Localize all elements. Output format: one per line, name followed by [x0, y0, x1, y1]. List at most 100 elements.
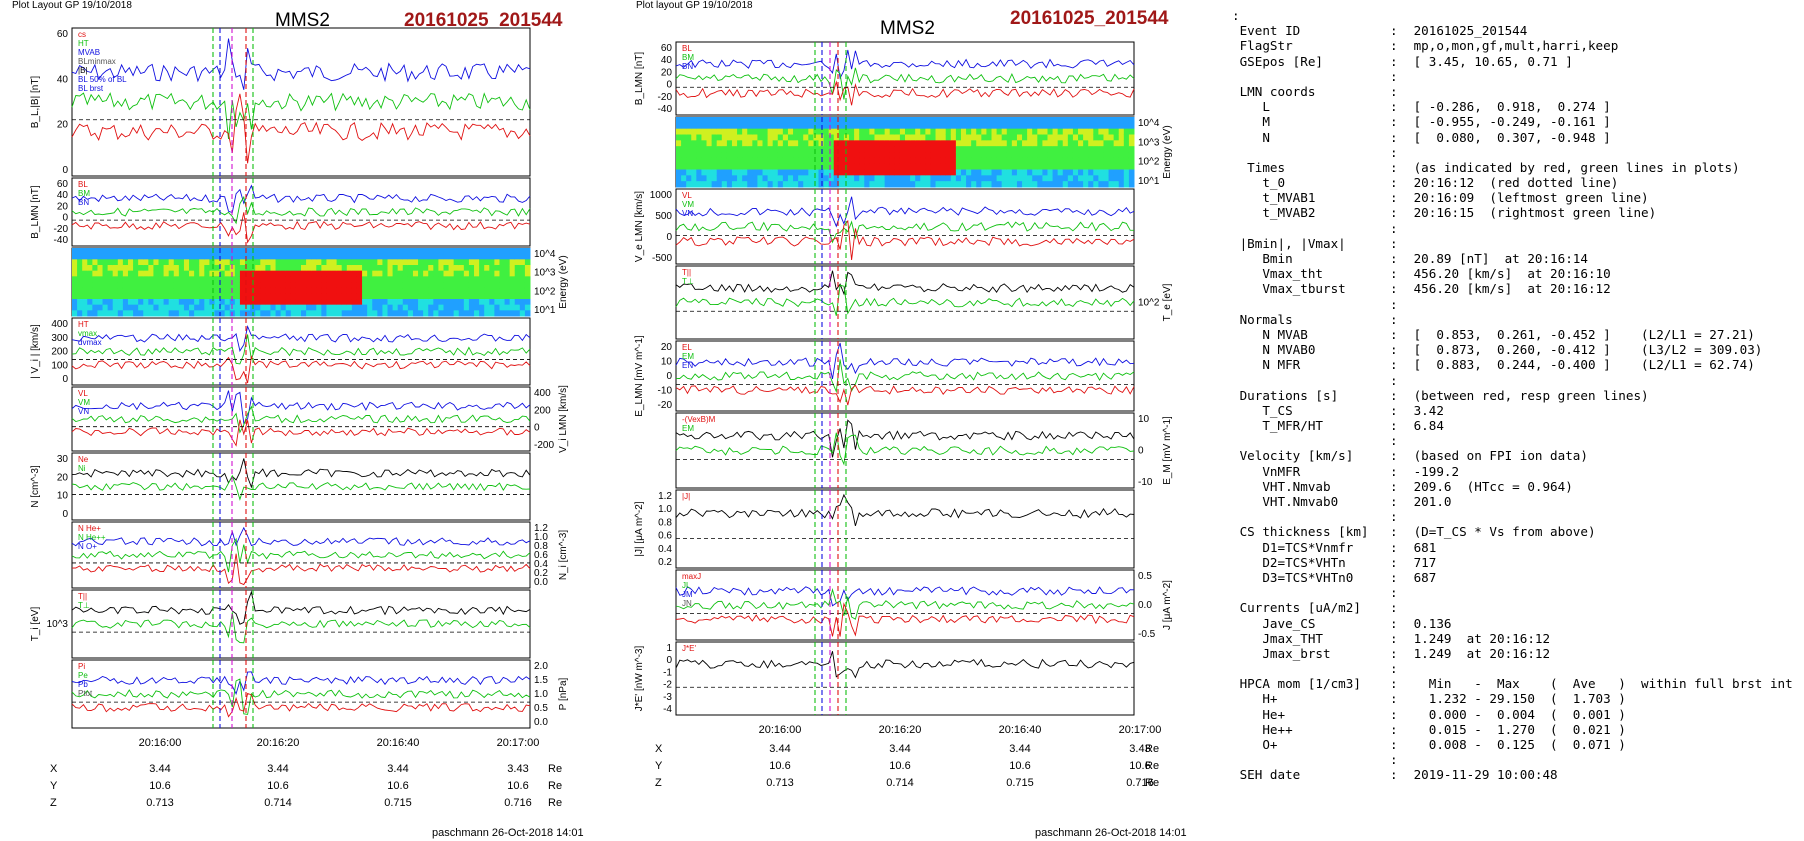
spectrogram-cell — [331, 270, 338, 277]
spectrogram-cell — [1088, 146, 1094, 153]
spectrogram-cell — [82, 270, 88, 277]
spectrogram-cell — [280, 253, 287, 260]
spectrogram-cell — [509, 259, 516, 266]
spectrogram-cell — [803, 181, 809, 188]
spectrogram-cell — [189, 293, 195, 300]
spectrogram-cell — [295, 310, 302, 317]
spectrogram-cell — [509, 293, 516, 300]
spectrogram-cell — [1098, 181, 1104, 188]
spectrogram-cell — [899, 157, 906, 165]
spectrogram-cell — [479, 270, 485, 277]
spectrogram-cell — [270, 287, 277, 294]
spectrogram-cell — [387, 282, 394, 289]
spectrogram-cell — [280, 304, 287, 311]
summary-row: N MFR: [ 0.883, 0.244, -0.400 ] (L2/L1 =… — [1232, 357, 1755, 373]
spectrogram-cell — [250, 259, 256, 266]
spectrogram-cell — [362, 248, 368, 255]
spectrogram-cell — [122, 253, 129, 260]
spectrogram-cell — [1103, 122, 1110, 130]
spectrogram-cell — [960, 140, 967, 147]
spectrogram-cell — [133, 310, 139, 317]
pos-row-label: Z — [50, 797, 57, 809]
spectrogram-cell — [97, 293, 104, 300]
spectrogram-cell — [1052, 175, 1059, 182]
spectrogram-cell — [143, 287, 149, 294]
spectrogram-cell — [808, 128, 814, 135]
spectrogram-cell — [489, 287, 495, 294]
summary-row: Bmin: 20.89 [nT] at 20:16:14 — [1232, 251, 1588, 266]
spectrogram-cell — [377, 259, 383, 266]
y-tick-label: 500 — [655, 211, 672, 222]
y-tick-label: 10^2 — [1138, 157, 1160, 168]
spectrogram-cell — [219, 310, 226, 317]
spectrogram-cell — [392, 253, 399, 260]
y-axis-label: T_i [eV] — [30, 607, 41, 642]
spectrogram-cell — [925, 181, 931, 188]
y-tick-label: -200 — [534, 440, 554, 451]
spectrogram-cell — [681, 175, 687, 182]
spectrogram-cell — [438, 304, 444, 311]
spectrogram-cell — [122, 287, 129, 294]
spectrogram-cell — [711, 140, 718, 147]
spectrogram-cell — [1123, 122, 1130, 130]
spectrogram-cell — [367, 282, 373, 289]
spectrogram-cell — [102, 287, 109, 294]
middle-header-small: Plot layout GP 19/10/2018 — [636, 0, 753, 11]
spectrogram-cell — [757, 169, 764, 176]
spectrogram-cell — [818, 157, 825, 165]
spectrogram-cell — [326, 304, 333, 311]
spectrogram-cell — [849, 163, 855, 170]
spectrogram-cell — [986, 175, 993, 182]
spectrogram-cell — [859, 157, 865, 165]
spectrogram-cell — [474, 304, 480, 311]
spectrogram-cell — [726, 128, 733, 135]
spectrogram-cell — [311, 265, 317, 272]
spectrogram-cell — [1067, 146, 1074, 153]
spectrogram-cell — [838, 169, 845, 176]
spectrogram-cell — [930, 122, 937, 130]
summary-key: t_0 — [1232, 175, 1286, 191]
spectrogram-cell — [153, 270, 160, 277]
y-tick-label: 40 — [661, 55, 673, 66]
spectrogram-cell — [864, 128, 870, 135]
spectrogram-cell — [402, 310, 409, 317]
spectrogram-cell — [1047, 152, 1054, 159]
spectrogram-cell — [402, 304, 409, 311]
spectrogram-cell — [1022, 146, 1028, 153]
spectrogram-cell — [275, 265, 282, 272]
spectrogram-cell — [494, 259, 500, 266]
spectrogram-cell — [910, 163, 916, 170]
spectrogram-cell — [519, 304, 526, 311]
spectrogram-cell — [1062, 152, 1069, 159]
spectrogram-cell — [458, 248, 465, 255]
summary-value: 687 — [1406, 569, 1437, 585]
spectrogram-cell — [484, 282, 490, 289]
spectrogram-cell — [981, 152, 987, 159]
spectrogram-cell — [706, 117, 713, 124]
trace-Pe — [71, 678, 531, 715]
y-axis-label: J [μA m^-2] — [1162, 580, 1173, 630]
spectrogram-cell — [1098, 122, 1104, 130]
spectrogram-cell — [122, 293, 129, 300]
spectrogram-cell — [1057, 122, 1064, 130]
spectrogram-cell — [499, 253, 506, 260]
spectrogram-cell — [1083, 117, 1089, 124]
spectrogram-cell — [438, 310, 444, 317]
spectrogram-cell — [362, 259, 368, 266]
summary-value: 1.249 at 20:16:12 — [1406, 630, 1551, 646]
spectrogram-cell — [1062, 175, 1069, 182]
spectrogram-cell — [828, 122, 835, 130]
spectrogram-cell — [930, 157, 937, 165]
spectrogram-cell — [407, 276, 414, 283]
spectrogram-cell — [828, 146, 835, 153]
spectrogram-cell — [838, 140, 845, 147]
spectrogram-cell — [117, 265, 124, 272]
spectrogram-cell — [798, 146, 804, 153]
spectrogram-cell — [504, 276, 511, 283]
spectrogram-cell — [1128, 163, 1135, 170]
panel-7: 1.21.00.80.60.40.20.0N_i [cm^-3]N He+N H… — [71, 521, 569, 589]
spectrogram-cell — [392, 270, 399, 277]
spectrogram-cell — [1103, 163, 1110, 170]
